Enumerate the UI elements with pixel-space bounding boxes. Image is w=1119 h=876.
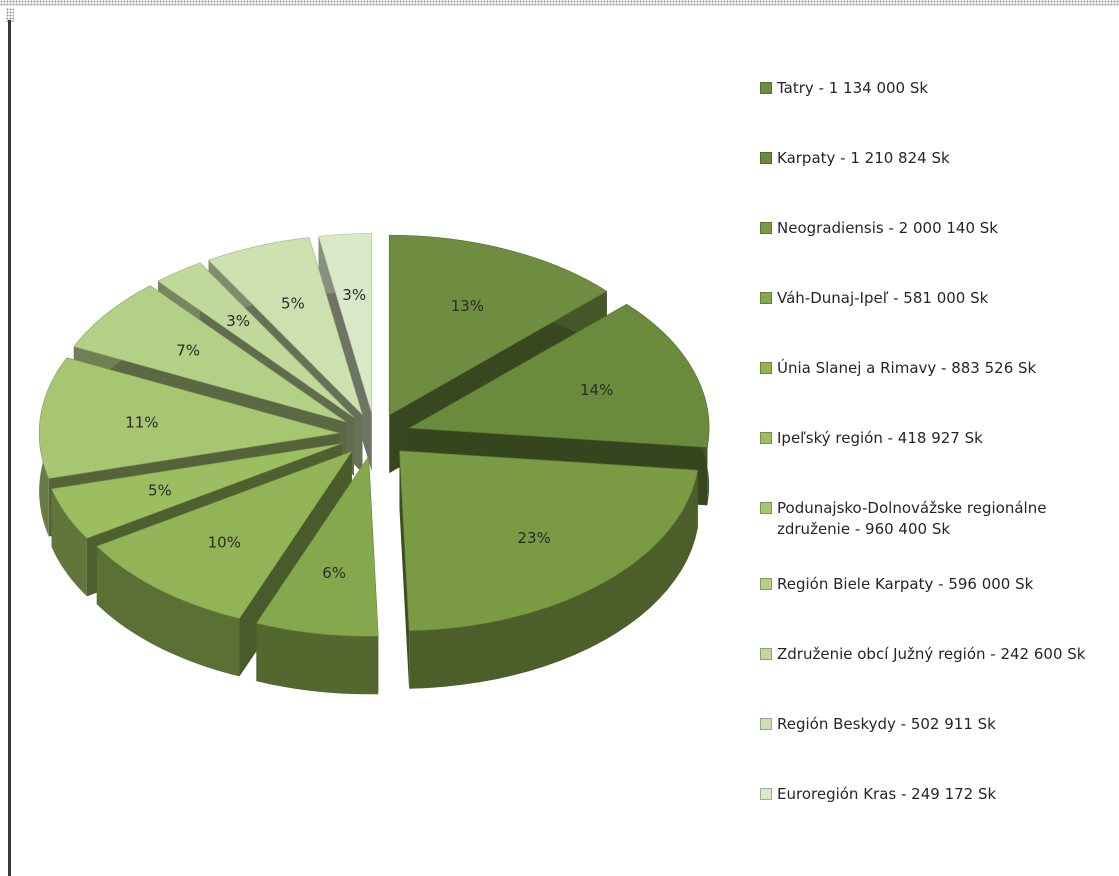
legend-item: Podunajsko-Dolnovážske regionálne združe… — [760, 498, 1112, 540]
legend-swatch — [760, 152, 772, 164]
slice-percent-label: 7% — [176, 342, 200, 360]
legend-item: Únia Slanej a Rimavy - 883 526 Sk — [760, 358, 1112, 379]
slice-percent-label: 5% — [281, 295, 305, 313]
slice-percent-label: 14% — [580, 381, 613, 399]
pie-chart: 13% 14% 23% 6% 10% 5% 11% 7% 3% 5% 3% — [0, 0, 740, 876]
legend-item: Váh-Dunaj-Ipeľ - 581 000 Sk — [760, 288, 1112, 309]
legend-label: Združenie obcí Južný región - 242 600 Sk — [777, 644, 1112, 665]
legend-swatch — [760, 502, 772, 514]
legend-item: Ipeľský región - 418 927 Sk — [760, 428, 1112, 449]
slice-percent-label: 11% — [125, 414, 158, 432]
legend-label: Euroregión Kras - 249 172 Sk — [777, 784, 1112, 805]
legend-label: Podunajsko-Dolnovážske regionálne združe… — [777, 498, 1112, 540]
legend-label: Karpaty - 1 210 824 Sk — [777, 148, 1112, 169]
legend-swatch — [760, 718, 772, 730]
legend-label: Váh-Dunaj-Ipeľ - 581 000 Sk — [777, 288, 1112, 309]
legend-swatch — [760, 222, 772, 234]
legend-item: Región Beskydy - 502 911 Sk — [760, 714, 1112, 735]
legend-item: Neogradiensis - 2 000 140 Sk — [760, 218, 1112, 239]
legend-label: Neogradiensis - 2 000 140 Sk — [777, 218, 1112, 239]
legend-label: Tatry - 1 134 000 Sk — [777, 78, 1112, 99]
legend-item: Región Biele Karpaty - 596 000 Sk — [760, 574, 1112, 595]
legend-swatch — [760, 578, 772, 590]
legend-item: Tatry - 1 134 000 Sk — [760, 78, 1112, 99]
legend-item: Karpaty - 1 210 824 Sk — [760, 148, 1112, 169]
legend-swatch — [760, 292, 772, 304]
slice-percent-label: 10% — [208, 533, 241, 551]
legend-swatch — [760, 648, 772, 660]
slice-percent-label: 3% — [342, 286, 366, 304]
legend-swatch — [760, 82, 772, 94]
legend-swatch — [760, 788, 772, 800]
slice-percent-label: 5% — [148, 481, 172, 499]
legend-item: Združenie obcí Južný región - 242 600 Sk — [760, 644, 1112, 665]
legend: Tatry - 1 134 000 Sk Karpaty - 1 210 824 … — [760, 0, 1115, 876]
legend-label: Región Beskydy - 502 911 Sk — [777, 714, 1112, 735]
pie-top-layer — [39, 233, 709, 636]
slice-percent-label: 23% — [517, 529, 550, 547]
legend-item: Euroregión Kras - 249 172 Sk — [760, 784, 1112, 805]
legend-swatch — [760, 432, 772, 444]
legend-label: Ipeľský región - 418 927 Sk — [777, 428, 1112, 449]
legend-swatch — [760, 362, 772, 374]
slice-percent-label: 13% — [451, 297, 484, 315]
legend-label: Región Biele Karpaty - 596 000 Sk — [777, 574, 1112, 595]
slice-percent-label: 6% — [322, 564, 346, 582]
legend-label: Únia Slanej a Rimavy - 883 526 Sk — [777, 358, 1112, 379]
slice-percent-label: 3% — [226, 312, 250, 330]
